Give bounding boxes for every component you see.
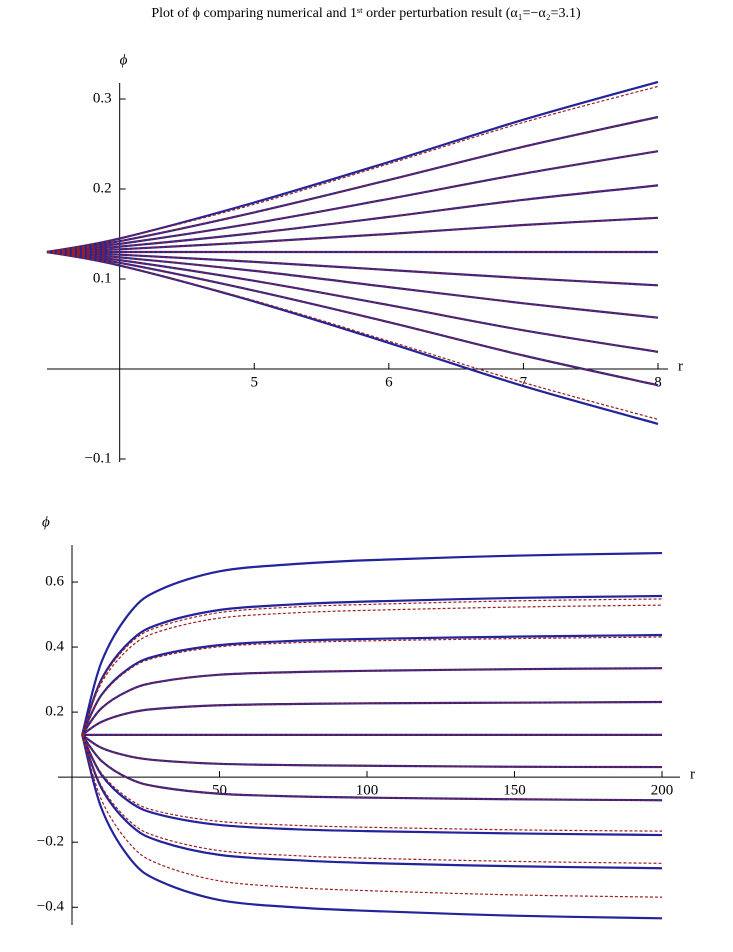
y-tick-label: 0.6 [45, 573, 64, 589]
x-tick-label: 200 [651, 783, 674, 799]
y-tick-label: 0.2 [45, 704, 64, 720]
x-axis-label: r [678, 358, 683, 374]
page-title: Plot of ϕ comparing numerical and 1ˢᵗ or… [151, 6, 581, 21]
y-tick-label: −0.1 [84, 450, 111, 466]
numerical-line [46, 250, 659, 425]
y-tick-label: 0.3 [93, 90, 112, 106]
numerical-line [46, 80, 659, 254]
perturbation-line [46, 116, 659, 253]
numerical-line [81, 700, 663, 736]
numerical-line [81, 734, 663, 870]
perturbation-line [46, 184, 659, 253]
numerical-line [81, 734, 663, 920]
x-tick-label: 100 [356, 783, 379, 799]
perturbation-line [46, 251, 659, 353]
numerical-line [81, 633, 663, 736]
perturbation-line [81, 734, 663, 832]
perturbation-line [81, 604, 663, 736]
y-tick-label: 0.4 [45, 639, 64, 655]
numerical-line [81, 551, 663, 736]
perturbation-line [81, 734, 663, 768]
x-tick-label: 150 [503, 783, 526, 799]
numerical-line [81, 734, 663, 837]
numerical-line [81, 733, 663, 769]
perturbation-line [46, 85, 659, 253]
y-tick-label: −0.2 [37, 834, 64, 850]
y-tick-label: 0.1 [93, 270, 112, 286]
perturbation-line [81, 734, 663, 801]
y-tick-label: 0.2 [93, 180, 112, 196]
perturbation-line [81, 734, 663, 864]
x-tick-label: 50 [212, 783, 227, 799]
x-axis-label: r [690, 767, 695, 783]
perturbation-line [46, 251, 659, 420]
x-tick-label: 7 [520, 374, 528, 390]
perturbation-line [81, 636, 663, 736]
perturbation-line [46, 251, 659, 386]
perturbation-line [46, 217, 659, 253]
y-tick-label: −0.4 [37, 899, 65, 915]
x-tick-label: 8 [654, 374, 662, 390]
y-axis-label: ϕ [120, 52, 128, 68]
x-tick-label: 5 [251, 374, 259, 390]
x-tick-label: 6 [385, 374, 393, 390]
numerical-line [81, 594, 663, 736]
perturbation-line [81, 598, 663, 736]
y-axis-label: ϕ [42, 514, 50, 530]
perturbation-line [81, 734, 663, 898]
perturbation-line [46, 251, 659, 319]
perturbation-line [81, 667, 663, 736]
perturbation-line [46, 251, 659, 286]
perturbation-line [46, 150, 659, 253]
